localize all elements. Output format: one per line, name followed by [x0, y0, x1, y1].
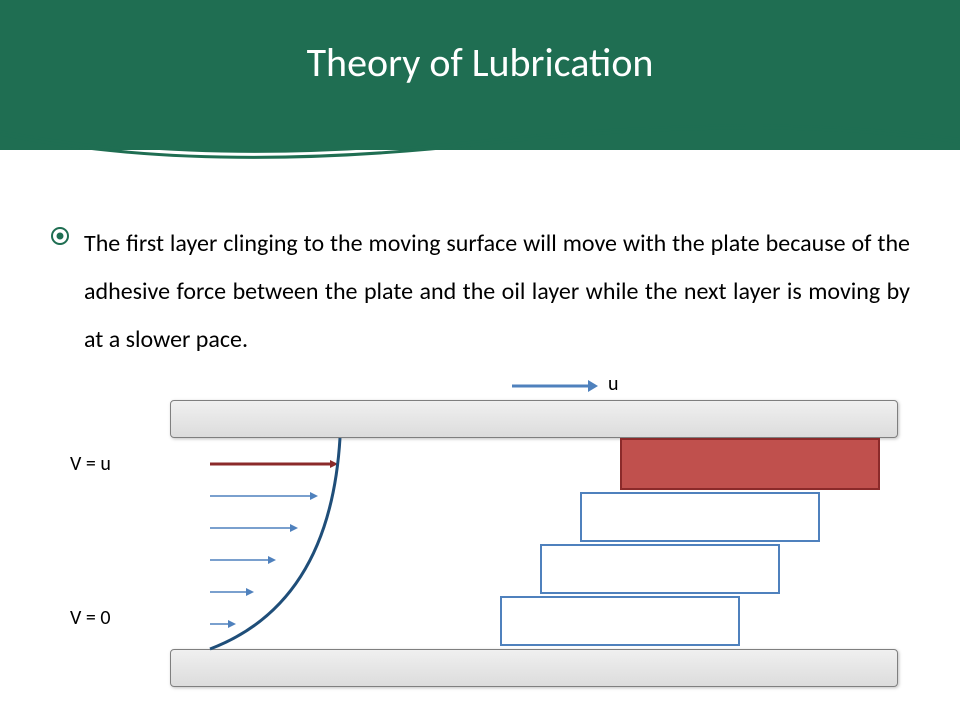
header-wave	[0, 120, 960, 180]
shear-layer-block	[580, 492, 820, 542]
lubrication-diagram: u V = u V = 0	[60, 374, 900, 704]
shear-layer-block	[500, 596, 740, 646]
shear-layer-block	[620, 438, 880, 490]
bullet-text: The first layer clinging to the moving s…	[84, 220, 910, 364]
slide-title: Theory of Lubrication	[0, 0, 960, 87]
slide-body: The first layer clinging to the moving s…	[0, 150, 960, 724]
shear-layer-block	[540, 544, 780, 594]
bullet-target-icon	[50, 226, 70, 251]
slide-header: Theory of Lubrication	[0, 0, 960, 150]
bullet-item: The first layer clinging to the moving s…	[50, 220, 910, 364]
